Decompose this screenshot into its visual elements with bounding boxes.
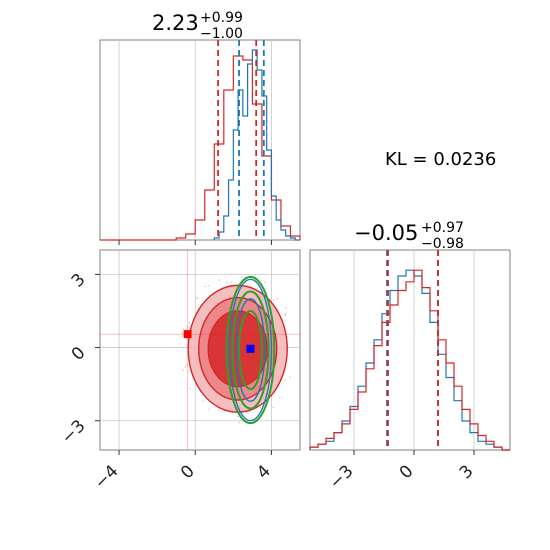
- joint-sample-dot: [272, 299, 275, 302]
- joint-green-contour-0: [225, 275, 276, 425]
- joint-sample-dot: [285, 307, 287, 309]
- joint-sample-dot: [284, 379, 287, 382]
- param2-hist-layer: [309, 250, 510, 451]
- joint-sample-dot: [237, 415, 239, 418]
- joint-sample-dot: [259, 406, 262, 409]
- param2-hist-frame: [309, 249, 511, 451]
- joint-sample-dot: [185, 328, 188, 331]
- joint-blue-marker: [246, 344, 255, 353]
- p1-red-hist: [100, 55, 301, 241]
- joint-sample-dot: [181, 332, 183, 334]
- joint-sample-dot: [230, 281, 233, 283]
- param1-hist-frame: [99, 39, 301, 241]
- joint-sample-dot: [189, 387, 191, 390]
- param2-title-plus: +0.97: [421, 220, 464, 236]
- joint-ytick-label-2: −3: [58, 416, 90, 448]
- p1-blue-hist: [213, 49, 300, 241]
- joint-sample-dot: [208, 408, 211, 411]
- joint-red-marker: [183, 330, 192, 339]
- joint-xtick-label-0: −4: [91, 461, 123, 493]
- joint-xtick-label-2: 4: [253, 461, 275, 483]
- p2-xtick-label-1: 0: [396, 461, 418, 483]
- joint-frame: [99, 249, 301, 451]
- param1-title-plus: +0.99: [200, 10, 243, 26]
- joint-sample-dot: [285, 312, 287, 315]
- joint-sample-dot: [284, 314, 286, 316]
- param1-title-minus: −1.00: [200, 26, 243, 42]
- param2-title: −0.05 +0.97 −0.98: [354, 220, 464, 252]
- joint-sample-dot: [240, 275, 243, 278]
- joint-sample-dot: [184, 366, 186, 368]
- param1-title: 2.23 +0.99 −1.00: [152, 10, 243, 42]
- joint-green-contour-2: [238, 309, 263, 391]
- joint-sample-dot: [276, 298, 278, 300]
- joint-sample-dot: [186, 364, 188, 366]
- joint-xtick-label-1: 0: [177, 461, 199, 483]
- joint-sample-dot: [231, 273, 233, 275]
- joint-sample-dot: [272, 406, 274, 409]
- joint-sample-dot: [218, 279, 220, 281]
- joint-green-contour-1: [231, 290, 270, 410]
- param2-title-main: −0.05: [354, 221, 418, 245]
- p2-red-hist: [309, 269, 510, 451]
- joint-sample-dot: [217, 408, 220, 411]
- joint-sample-dot: [238, 421, 240, 424]
- param2-title-minus: −0.98: [421, 236, 464, 252]
- joint-sample-dot: [202, 400, 205, 403]
- joint-sample-dot: [182, 328, 185, 331]
- joint-sample-dot: [264, 281, 266, 283]
- joint-sample-dot: [204, 285, 207, 288]
- param1-title-main: 2.23: [152, 11, 199, 35]
- kl-label: KL = 0.0236: [385, 149, 496, 170]
- joint-blue-contour-1: [235, 298, 266, 402]
- joint-sample-dot: [182, 369, 184, 371]
- joint-sample-dot: [289, 376, 291, 378]
- joint-sample-dot: [186, 325, 189, 328]
- joint-sample-dot: [226, 281, 228, 284]
- joint-layer: [100, 250, 300, 450]
- param1-hist-layer: [100, 40, 301, 241]
- joint-sample-dot: [195, 297, 198, 300]
- joint-sample-dot: [208, 284, 210, 287]
- p2-xtick-label-0: −3: [326, 461, 358, 493]
- joint-ytick-label-1: 0: [68, 343, 90, 365]
- p2-xtick-label-2: 3: [456, 461, 478, 483]
- joint-blue-contour-0: [228, 278, 273, 422]
- joint-sample-dot: [279, 396, 281, 399]
- joint-ytick-label-0: 3: [68, 270, 90, 292]
- p2-blue-hist: [309, 269, 510, 451]
- joint-sample-dot: [188, 321, 191, 324]
- joint-sample-dot: [197, 296, 200, 299]
